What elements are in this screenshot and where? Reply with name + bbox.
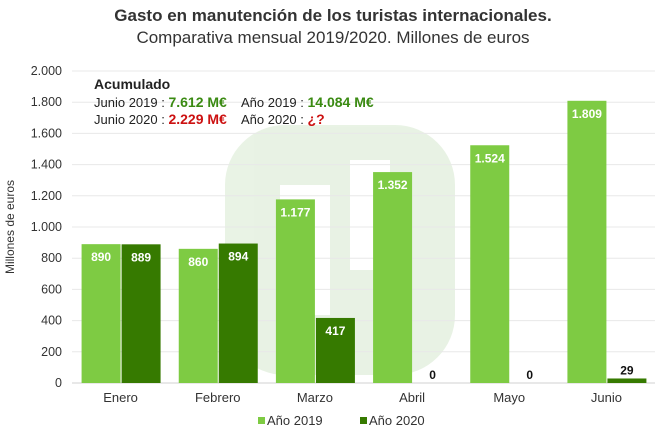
chart-subtitle: Comparativa mensual 2019/2020. Millones … bbox=[136, 28, 530, 47]
legend-label: Año 2019 bbox=[267, 413, 323, 428]
data-label: 860 bbox=[188, 255, 208, 269]
x-tick-label: Febrero bbox=[195, 390, 241, 405]
data-label: 894 bbox=[228, 250, 248, 264]
ano2019-label: Año 2019 : bbox=[241, 95, 304, 110]
junio2019-label: Junio 2019 : bbox=[94, 95, 165, 110]
ano2020-label: Año 2020 : bbox=[241, 112, 304, 127]
data-label: 1.352 bbox=[378, 178, 408, 192]
junio2020-label: Junio 2020 : bbox=[94, 112, 165, 127]
y-tick-label: 400 bbox=[41, 314, 62, 328]
y-tick-label: 200 bbox=[41, 345, 62, 359]
data-label: 890 bbox=[91, 250, 111, 264]
x-tick-label: Abril bbox=[399, 390, 425, 405]
x-tick-label: Mayo bbox=[493, 390, 525, 405]
bar-2019 bbox=[373, 172, 413, 383]
annotation-row-ano2020: Año 2020 : ¿? bbox=[241, 111, 325, 127]
annotation-row-junio2020: Junio 2020 : 2.229 M€ bbox=[94, 111, 227, 127]
y-tick-label: 1.200 bbox=[31, 189, 62, 203]
bar-2019 bbox=[470, 145, 510, 383]
bar-2020 bbox=[607, 378, 647, 383]
ano2020-value: ¿? bbox=[307, 111, 325, 127]
y-tick-label: 1.800 bbox=[31, 95, 62, 109]
bar-2019 bbox=[81, 244, 121, 383]
data-label: 1.809 bbox=[572, 107, 602, 121]
x-tick-label: Junio bbox=[591, 390, 622, 405]
bar-2019 bbox=[178, 248, 218, 383]
annotation-heading: Acumulado bbox=[94, 76, 171, 92]
y-tick-label: 1.400 bbox=[31, 158, 62, 172]
chart-title: Gasto en manutención de los turistas int… bbox=[114, 6, 552, 25]
ano2019-value: 14.084 M€ bbox=[307, 94, 374, 110]
bar-2020 bbox=[121, 244, 161, 383]
x-tick-label: Marzo bbox=[297, 390, 333, 405]
data-label: 889 bbox=[131, 250, 151, 264]
x-tick-label: Enero bbox=[103, 390, 138, 405]
data-label: 0 bbox=[429, 368, 436, 382]
data-label: 29 bbox=[620, 363, 634, 377]
bar-2019 bbox=[275, 199, 315, 383]
y-axis-label: Millones de euros bbox=[3, 180, 17, 274]
legend-swatch bbox=[258, 417, 265, 424]
y-tick-label: 600 bbox=[41, 282, 62, 296]
annotation-row-ano2019: Año 2019 : 14.084 M€ bbox=[241, 94, 374, 110]
bar-2020 bbox=[218, 243, 258, 383]
legend-label: Año 2020 bbox=[369, 413, 425, 428]
junio2019-value: 7.612 M€ bbox=[168, 94, 227, 110]
junio2020-value: 2.229 M€ bbox=[168, 111, 227, 127]
data-label: 417 bbox=[325, 324, 345, 338]
y-tick-label: 800 bbox=[41, 251, 62, 265]
y-tick-label: 1.600 bbox=[31, 126, 62, 140]
data-label: 0 bbox=[526, 368, 533, 382]
data-label: 1.524 bbox=[475, 151, 505, 165]
data-label: 1.177 bbox=[280, 205, 310, 219]
bar-2019 bbox=[567, 100, 607, 384]
y-tick-label: 1.000 bbox=[31, 220, 62, 234]
bar-2020 bbox=[315, 317, 355, 383]
annotation-row-junio2019: Junio 2019 : 7.612 M€ bbox=[94, 94, 227, 110]
y-tick-label: 2.000 bbox=[31, 64, 62, 78]
legend-swatch bbox=[360, 417, 367, 424]
y-tick-label: 0 bbox=[55, 376, 62, 390]
